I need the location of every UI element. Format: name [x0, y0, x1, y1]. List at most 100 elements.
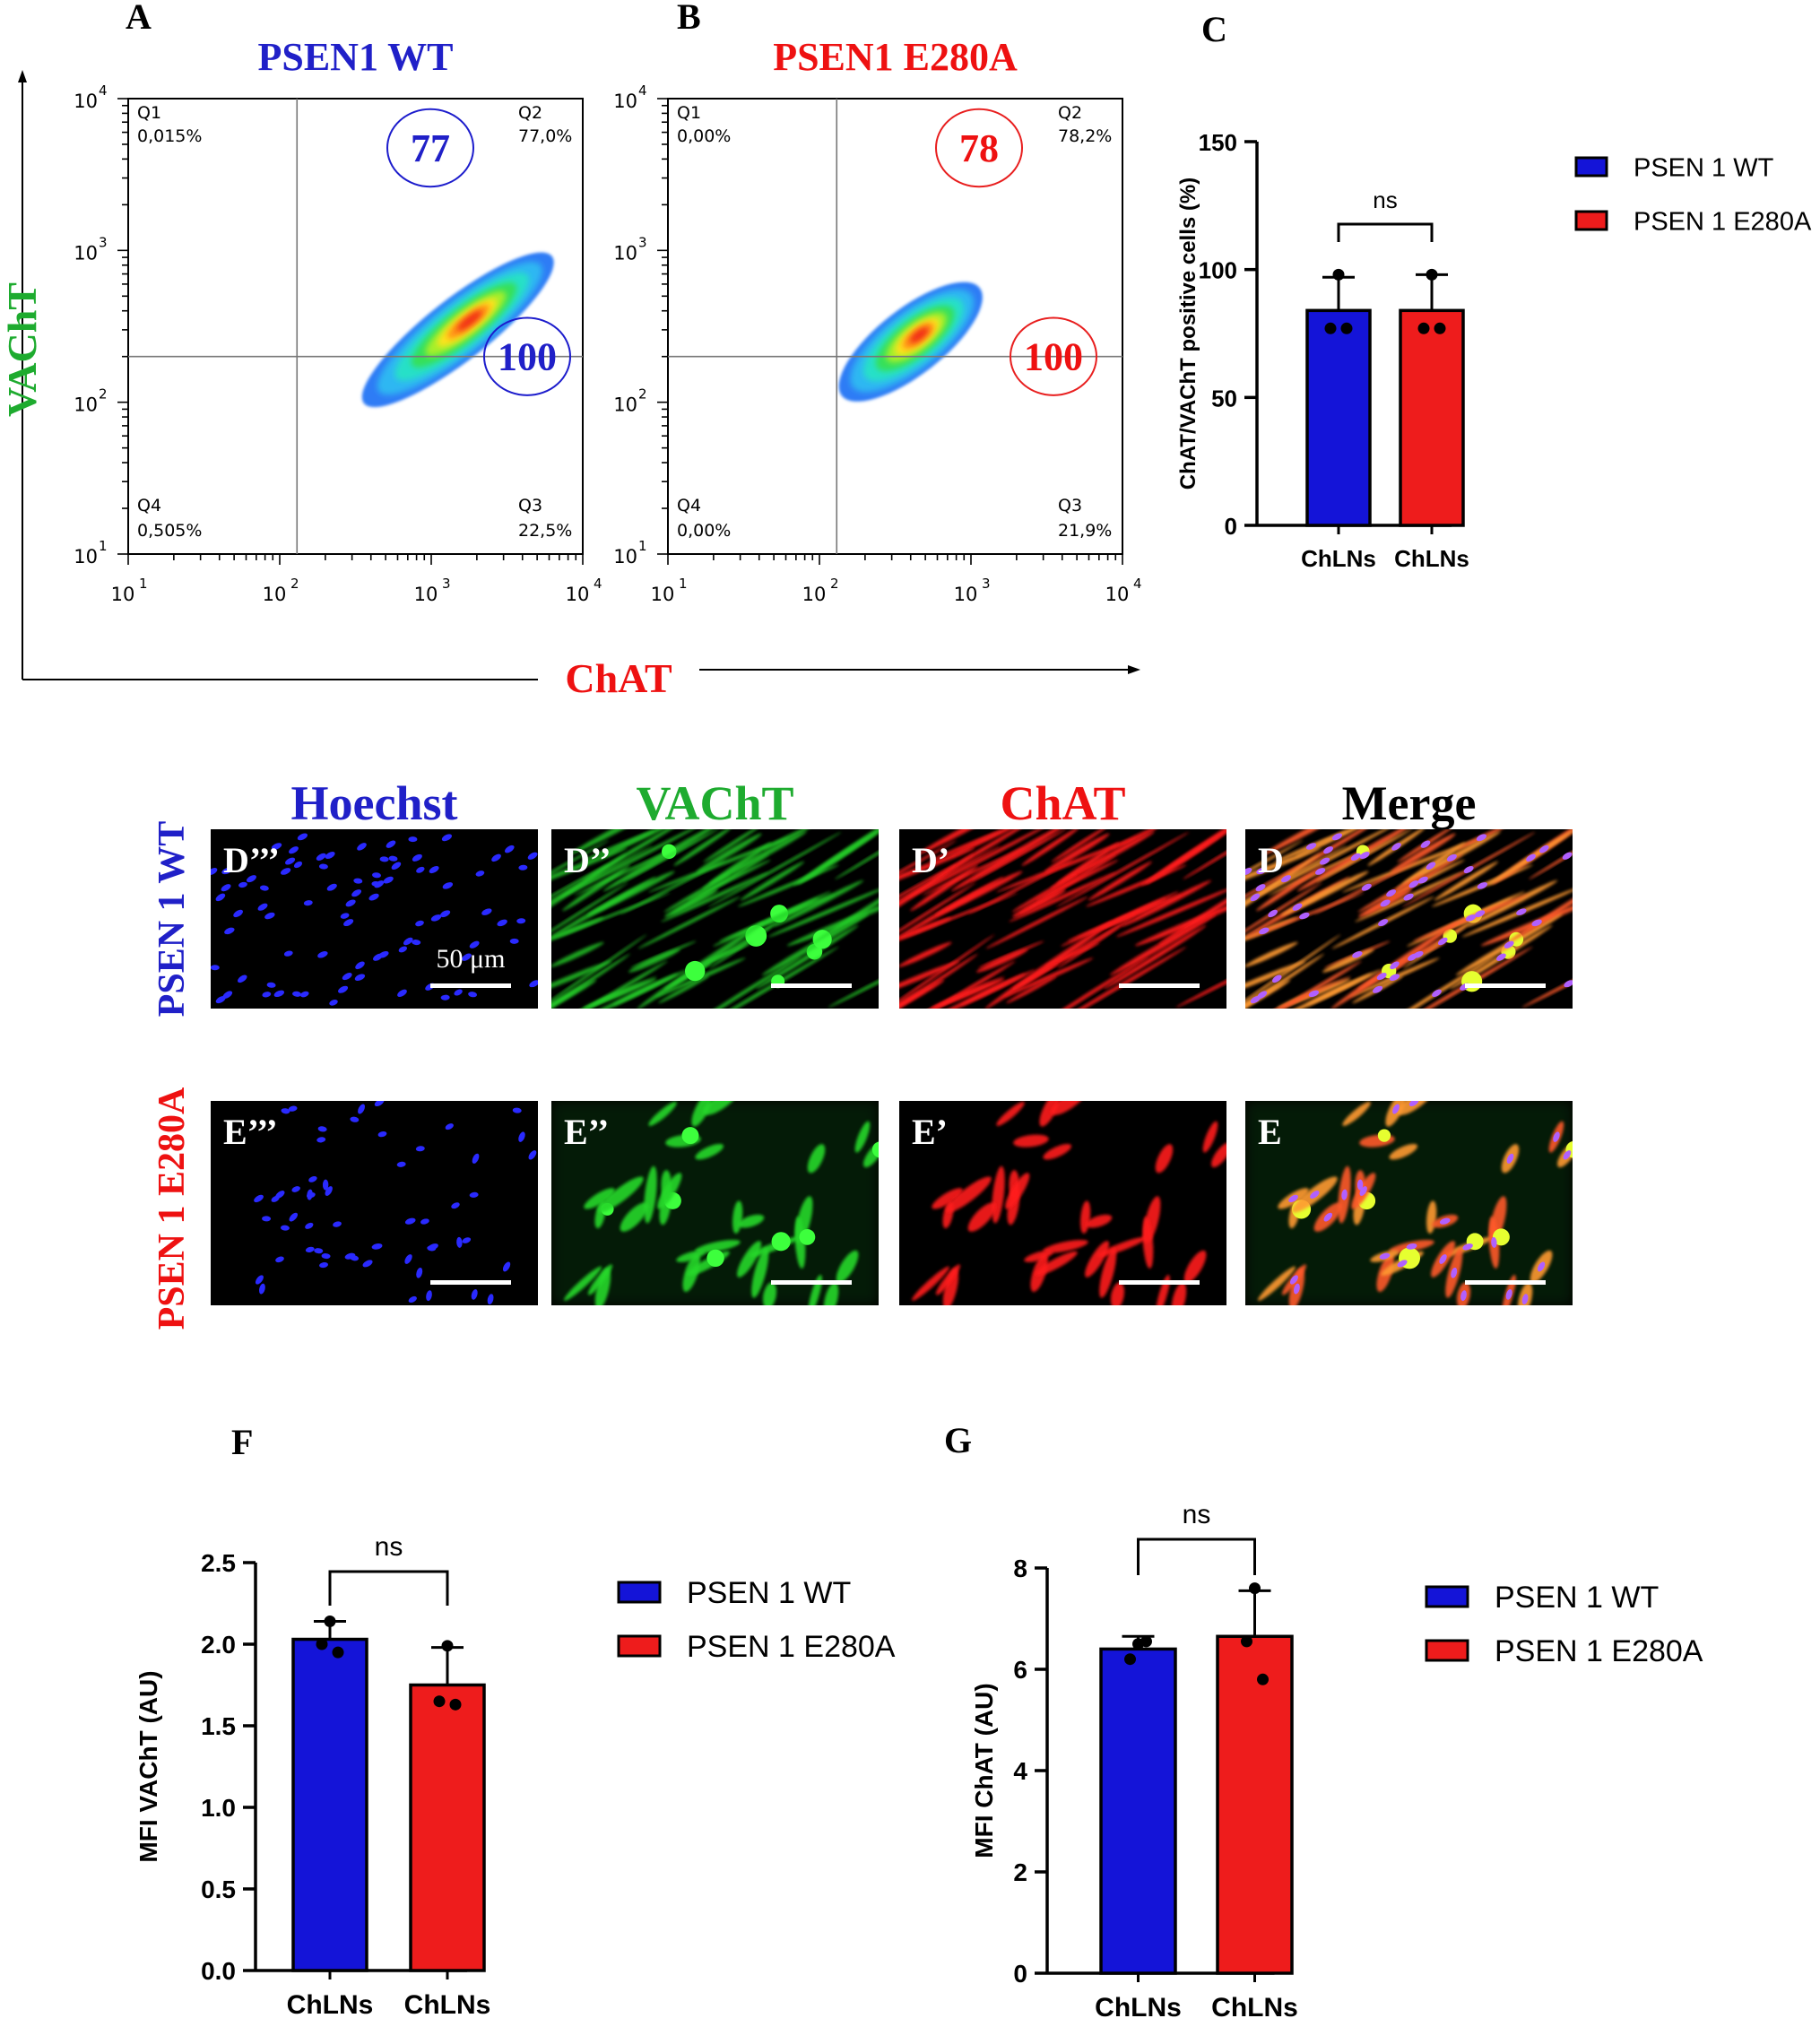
nucleus — [255, 1275, 264, 1285]
cell-body — [551, 975, 658, 1009]
nucleus — [427, 1245, 437, 1252]
nucleus — [345, 899, 356, 907]
cell-aggregate — [1492, 1228, 1510, 1246]
cell-body — [702, 842, 772, 890]
cell-body — [1342, 836, 1484, 893]
x-tick-label: ChLNs — [287, 1990, 374, 2020]
cell-body — [976, 949, 1028, 973]
image-background — [211, 1101, 538, 1305]
nucleus — [505, 845, 515, 853]
image-panel-label: D’ — [912, 840, 949, 880]
nucleus — [416, 866, 425, 873]
cell-body — [1391, 833, 1456, 873]
cell-body — [899, 847, 975, 895]
nucleus — [1292, 903, 1303, 911]
nucleus — [1505, 1289, 1512, 1300]
legend-swatch — [1574, 156, 1608, 178]
nucleus — [1380, 899, 1391, 907]
cell-aggregate — [871, 1141, 879, 1158]
legend-swatch — [617, 1581, 662, 1604]
legend-label: PSEN 1 WT — [687, 1576, 851, 1610]
cell-body — [1050, 842, 1120, 890]
nucleus — [1465, 914, 1477, 922]
nucleus — [1288, 1194, 1298, 1203]
nucleus — [426, 1290, 432, 1302]
cell-body — [945, 1176, 992, 1213]
cell-body — [737, 1241, 762, 1278]
nucleus — [1389, 974, 1400, 981]
y-tick-exponent: 4 — [638, 82, 647, 99]
cell-body — [1011, 873, 1079, 913]
nucleus — [1308, 990, 1320, 998]
q4-value: 0,00% — [677, 521, 731, 541]
cell-body — [568, 829, 664, 855]
nucleus — [292, 991, 302, 997]
cell-body — [1342, 1101, 1371, 1126]
nucleus — [475, 871, 485, 877]
nucleus — [430, 914, 442, 922]
significance-label: ns — [375, 1532, 403, 1562]
cell-body — [950, 829, 1069, 892]
y-tick-label: 0.0 — [201, 1957, 236, 1985]
cell-body — [823, 1282, 839, 1305]
cell-body — [1171, 1282, 1187, 1305]
nucleus — [291, 1186, 300, 1192]
q2-name: Q2 — [1058, 103, 1082, 123]
scale-bar — [1119, 1280, 1200, 1285]
y-tick-exponent: 3 — [638, 234, 647, 250]
nucleus — [397, 989, 407, 998]
nucleus — [319, 1261, 328, 1269]
nucleus — [371, 1243, 383, 1250]
cell-body — [663, 873, 731, 913]
panel-letter: C — [1201, 9, 1227, 49]
nucleus — [1426, 862, 1436, 871]
cell-body — [942, 1268, 959, 1305]
nucleus — [398, 946, 408, 953]
cell-body — [899, 853, 975, 941]
column-header: VAChT — [636, 776, 793, 830]
nucleus — [518, 1131, 525, 1142]
nucleus — [412, 940, 421, 946]
nucleus — [440, 994, 450, 1001]
nucleus — [322, 1179, 329, 1191]
data-point — [1241, 1635, 1252, 1648]
cell-body — [702, 1101, 738, 1115]
nucleus — [305, 1246, 315, 1253]
micrograph-merge — [1245, 1101, 1573, 1305]
cell-body — [1245, 941, 1298, 967]
nucleus — [273, 990, 285, 998]
significance-bracket — [328, 1570, 449, 1606]
cell-body — [762, 829, 813, 851]
nucleus — [518, 864, 528, 871]
nucleus — [1563, 1150, 1572, 1160]
panel-letter: F — [231, 1422, 253, 1462]
nucleus — [1376, 973, 1387, 981]
cell-body — [661, 871, 768, 923]
cell-body — [1175, 959, 1226, 1008]
nucleus — [481, 908, 492, 915]
y-axis-label: MFI ChAT (AU) — [970, 1683, 998, 1858]
cell-body — [1183, 1250, 1207, 1284]
nucleus — [211, 965, 220, 971]
nucleus — [1250, 996, 1261, 1004]
nucleus — [1323, 1212, 1333, 1222]
circled-label: 78 — [959, 126, 999, 170]
y-tick-label: 2.5 — [201, 1549, 236, 1577]
data-point — [449, 1698, 462, 1711]
nucleus — [1379, 1252, 1391, 1260]
data-point — [1332, 268, 1345, 281]
nucleus — [343, 919, 354, 927]
nucleus — [1413, 950, 1424, 958]
nucleus — [211, 867, 218, 876]
x-tick-exponent: 4 — [594, 576, 602, 592]
nucleus — [308, 1175, 317, 1182]
cell-body — [996, 836, 1138, 893]
cell-body — [1009, 871, 1116, 923]
cell-body — [564, 1266, 602, 1301]
nucleus — [439, 910, 451, 918]
nucleus — [529, 980, 538, 988]
nucleus — [1293, 1283, 1300, 1295]
image-panel-label: D’’ — [564, 840, 611, 880]
nucleus — [1373, 985, 1383, 993]
